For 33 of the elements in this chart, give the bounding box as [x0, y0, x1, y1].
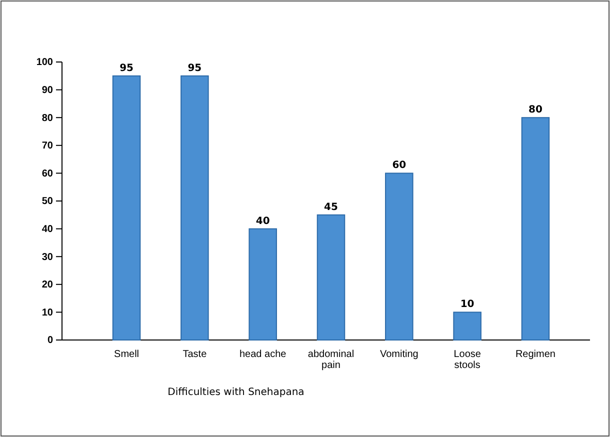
y-tick-label: 20: [42, 280, 54, 291]
data-label: 95: [188, 62, 202, 74]
bar: [453, 312, 482, 340]
y-tick-label: 70: [42, 140, 54, 152]
bar: [521, 117, 550, 340]
bar: [385, 172, 414, 340]
x-tick-label: abdominal pain: [308, 349, 354, 372]
x-tick-label: head ache: [239, 349, 287, 360]
y-tick-label: 30: [42, 252, 54, 263]
bar: [316, 214, 346, 340]
data-label: 40: [256, 216, 270, 227]
y-tick-label: 60: [42, 168, 54, 180]
x-tick-label: Regimen: [515, 349, 556, 360]
x-axis-title: Difficulties with Snehapana: [168, 387, 304, 398]
x-tick-label: Taste: [182, 349, 208, 360]
data-label: 80: [528, 104, 542, 116]
data-label: 95: [120, 62, 134, 74]
y-tick-label: 0: [47, 335, 54, 346]
y-tick-label: 100: [36, 57, 54, 68]
x-tick-label: Loose stools: [454, 349, 482, 372]
y-tick-label: 90: [42, 85, 54, 96]
y-tick-label: 10: [42, 307, 54, 318]
x-tick-label: Vomiting: [380, 349, 418, 360]
y-tick-label: 80: [42, 112, 54, 124]
y-tick-label: 40: [42, 224, 54, 235]
bar: [112, 75, 141, 340]
bar: [248, 228, 277, 340]
data-label: 10: [460, 299, 474, 310]
x-tick-label: Smell: [114, 349, 140, 360]
data-label: 45: [324, 202, 338, 213]
bar: [180, 75, 209, 340]
y-tick-label: 50: [42, 196, 54, 208]
data-label: 60: [392, 160, 406, 172]
